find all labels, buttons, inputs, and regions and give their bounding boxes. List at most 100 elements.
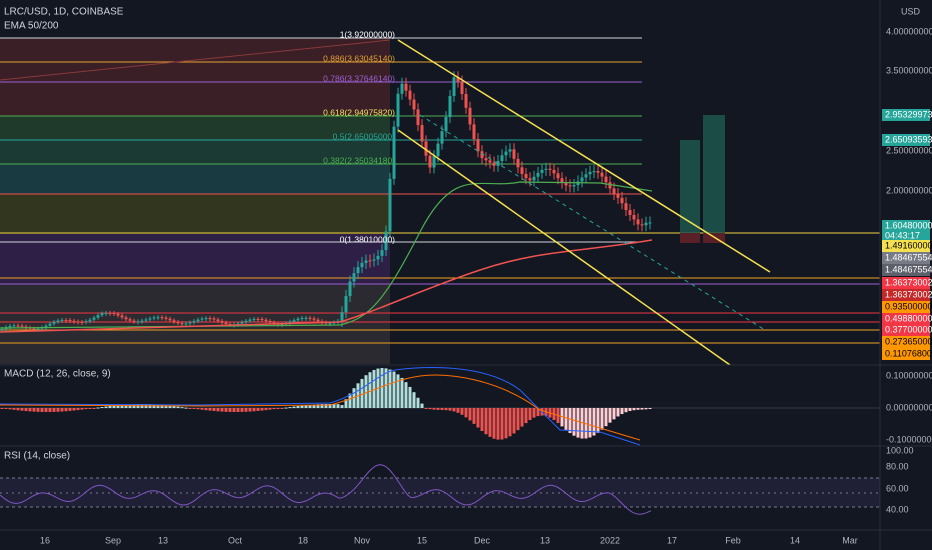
macd-bar <box>84 408 88 410</box>
candle-body <box>548 168 552 170</box>
macd-bar <box>628 408 632 411</box>
candle-body <box>644 222 648 226</box>
candle-body <box>268 321 272 323</box>
candle-body <box>100 313 104 316</box>
candle-body <box>432 156 436 168</box>
candle-body <box>640 224 644 226</box>
macd-bar <box>304 405 308 408</box>
candle-body <box>208 318 212 320</box>
candle-body <box>76 321 80 323</box>
candle-body <box>136 321 140 323</box>
candle-body <box>200 318 204 320</box>
time-label: Nov <box>354 535 371 545</box>
macd-axis-label: 0.00000000 <box>886 402 932 412</box>
macd-bar <box>492 408 496 439</box>
macd-bar <box>156 404 160 408</box>
macd-bar <box>408 386 412 408</box>
fib-lines <box>0 37 642 243</box>
macd-bar <box>584 408 588 439</box>
candle-body <box>240 322 244 324</box>
macd-bar <box>64 408 68 412</box>
candle-body <box>304 317 308 319</box>
candle-body <box>428 155 432 168</box>
candle-body <box>376 255 380 260</box>
candle-body <box>468 107 472 125</box>
macd-bar <box>452 408 456 412</box>
macd-bar <box>284 407 288 409</box>
time-label: Sep <box>105 535 121 545</box>
macd-bar <box>312 404 316 408</box>
candle-body <box>252 318 256 320</box>
macd-bar <box>252 408 256 412</box>
candle-body <box>88 319 92 322</box>
candle-body <box>280 324 284 326</box>
macd-bar <box>160 404 164 408</box>
candle-body <box>340 312 344 321</box>
macd-bar <box>120 404 124 408</box>
candle-body <box>552 169 556 174</box>
candle-body <box>112 313 116 315</box>
candle-body <box>176 321 180 324</box>
macd-bar <box>88 408 92 409</box>
price-tag-bg <box>882 220 930 232</box>
candle-body <box>608 182 612 189</box>
macd-bar <box>612 408 616 420</box>
macd-bar <box>564 408 568 430</box>
candle-body <box>144 319 148 321</box>
price-tag-bg <box>882 277 930 289</box>
price-tag: 2.65093593 <box>885 134 932 144</box>
macd-bar <box>184 407 188 409</box>
macd-bar <box>44 408 48 412</box>
macd-bar <box>412 392 416 408</box>
macd-bar <box>524 408 528 424</box>
macd-bar <box>620 408 624 415</box>
candle-body <box>572 184 576 187</box>
macd-bar <box>428 408 432 410</box>
candle-body <box>348 281 352 297</box>
time-label: Dec <box>474 535 491 545</box>
candle-body <box>476 138 480 152</box>
price-tag: 0.93500000 <box>885 301 932 311</box>
candle-body <box>464 94 468 108</box>
macd-bar <box>632 408 636 411</box>
macd-bar <box>616 408 620 417</box>
candle-body <box>204 318 208 320</box>
candle-body <box>616 194 620 198</box>
macd-bar <box>436 408 440 410</box>
candle-body <box>636 219 640 225</box>
macd-bar <box>176 406 180 408</box>
macd-bar <box>272 408 276 410</box>
fib-labels: 1(3.92000000) 0.886(3.63045140) 0.786(3.… <box>323 29 395 244</box>
fib-bands <box>0 38 390 364</box>
macd-bar <box>424 408 428 409</box>
macd-bar <box>164 405 168 408</box>
macd-bar <box>364 375 368 408</box>
macd-bar <box>420 403 424 408</box>
fib-label: 0.886(3.63045140) <box>323 53 395 63</box>
price-tag-bg <box>882 301 930 313</box>
macd-bar <box>72 408 76 411</box>
candle-body <box>596 171 600 173</box>
candle-body <box>564 182 568 186</box>
price-tag: 0.49880000 <box>885 313 932 323</box>
time-label: 13 <box>158 535 168 545</box>
candle-body <box>60 319 64 321</box>
macd-bar <box>512 408 516 434</box>
macd-bar <box>608 408 612 423</box>
candle-body <box>448 96 452 118</box>
macd-bar <box>256 408 260 411</box>
position-box <box>680 115 725 243</box>
candle-body <box>444 117 448 132</box>
candle-body <box>612 188 616 195</box>
candle-body <box>124 317 128 320</box>
macd-bar <box>532 408 536 418</box>
candle-body <box>44 325 48 328</box>
macd-bar <box>600 408 604 430</box>
macd-bar <box>360 378 364 408</box>
macd-bar <box>288 407 292 409</box>
macd-bar <box>204 408 208 411</box>
macd-bar <box>248 408 252 412</box>
macd-bar <box>572 408 576 436</box>
macd-bar <box>396 374 400 408</box>
price-tag: 2.95329973 <box>885 109 932 119</box>
